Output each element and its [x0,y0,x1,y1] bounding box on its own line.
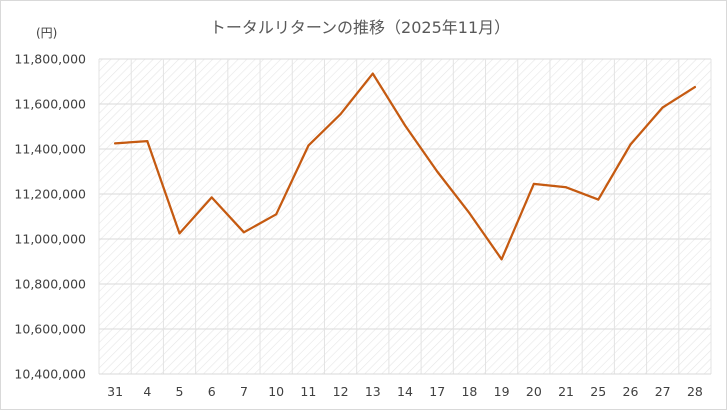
y-tick-label: 10,600,000 [14,322,86,337]
x-tick-label: 11 [300,384,316,399]
data-point [661,106,664,109]
data-point [339,113,342,116]
data-point [275,213,278,216]
y-tick-label: 11,800,000 [14,52,86,67]
x-tick-label: 4 [143,384,151,399]
data-point [436,170,439,173]
x-tick-label: 19 [494,384,510,399]
x-tick-label: 7 [240,384,248,399]
data-point [146,140,149,143]
y-axis-tick-labels: 10,400,000 10,600,000 10,800,000 11,000,000… [14,52,86,382]
y-unit-label: (円) [36,26,58,40]
x-tick-label: 21 [558,384,574,399]
chart-title: トータルリターンの推移（2025年11月） [209,18,511,37]
x-tick-label: 18 [461,384,477,399]
x-tick-label: 17 [429,384,445,399]
data-point [532,182,535,185]
x-tick-label: 31 [107,384,123,399]
y-tick-label: 11,400,000 [14,142,86,157]
x-tick-label: 28 [687,384,703,399]
data-point [629,143,632,146]
data-point [210,196,213,199]
data-point [565,186,568,189]
x-tick-label: 26 [623,384,639,399]
data-point [693,86,696,89]
vertical-gridlines [98,59,712,374]
x-tick-label: 14 [397,384,413,399]
x-tick-label: 20 [526,384,542,399]
x-tick-label: 6 [208,384,216,399]
data-point [468,212,471,215]
y-tick-label: 11,600,000 [14,97,86,112]
y-tick-label: 10,800,000 [14,277,86,292]
y-tick-label: 11,000,000 [14,232,86,247]
data-point [597,198,600,201]
data-point [404,124,406,127]
x-tick-label: 13 [365,384,381,399]
y-tick-label: 10,400,000 [14,367,86,382]
x-tick-label: 25 [590,384,606,399]
plot-area [99,59,711,374]
data-point [307,144,310,147]
data-point [178,232,181,235]
x-tick-label: 12 [333,384,349,399]
data-point [500,258,503,261]
x-tick-label: 5 [176,384,184,399]
x-tick-label: 10 [268,384,284,399]
data-point [242,231,245,234]
y-tick-label: 11,200,000 [14,187,86,202]
x-tick-label: 27 [655,384,671,399]
data-point [371,72,374,75]
data-point [114,142,117,145]
x-axis-tick-labels: 31 4 5 6 7 10 11 12 13 14 17 18 19 20 21 25 26 27 28 [107,384,703,399]
series-points [114,72,696,261]
